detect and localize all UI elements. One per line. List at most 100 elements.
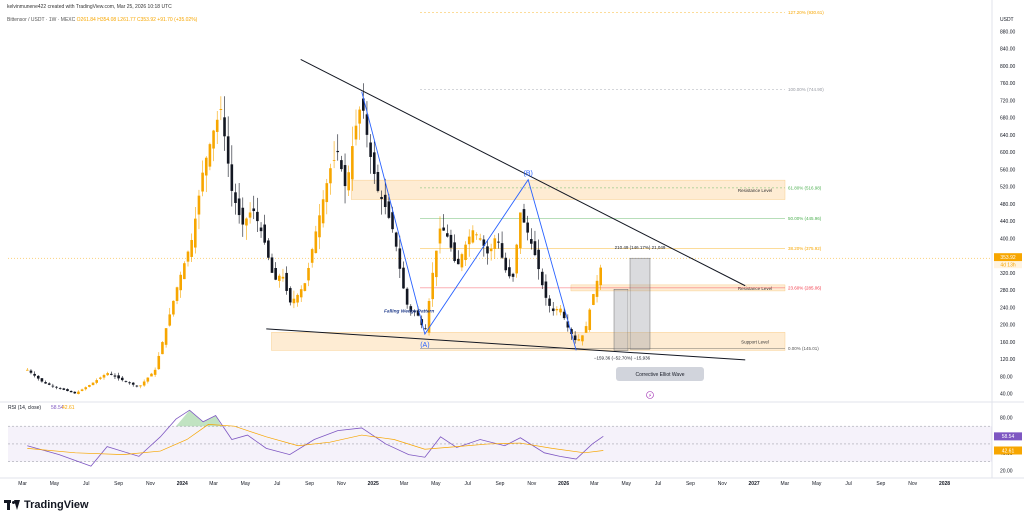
time-tick-label: Sep [305,481,314,487]
candle-body [106,373,109,376]
candle-body [99,377,102,379]
rsi-title: RSI (14, close) [8,405,41,411]
candle-body [540,271,544,286]
candle-body [120,377,124,381]
candle-body [544,281,548,298]
candle-body [288,288,292,303]
candle-body [102,375,106,378]
candle-body [581,335,584,342]
price-tick-label: 480.00 [1000,202,1016,208]
candle-body [504,257,508,271]
zone-label: Resistance Level [738,188,772,193]
fib-level-label: 0.00% (145.01) [788,346,819,351]
candle-body [186,251,190,262]
time-tick-label: 2026 [558,481,569,487]
candle-body [471,230,475,243]
candle-body [467,236,471,245]
wedge-trendline [300,58,746,287]
wave-a-label: (A) [420,342,429,349]
candle-body [551,308,555,312]
rsi-ma-line [27,424,604,455]
candle-body [212,130,215,149]
symbol-line: Bittensor / USDT · 1W · MEXC O261.84 H35… [7,17,197,23]
candle-body [307,267,310,281]
candle-body [511,273,515,277]
time-tick-label: Jul [845,481,851,487]
candle-body [343,165,347,187]
candle-body [369,142,372,157]
price-tick-label: 560.00 [1000,167,1016,173]
price-tick-label: 40.00 [1000,392,1013,398]
candle-body [117,375,120,379]
candle-body [190,239,193,257]
tradingview-footer[interactable]: TradingView [4,499,89,511]
rsi-ma-badge [994,446,1022,455]
time-tick-label: Nov [718,481,727,487]
ohlc-values: O261.84 H354.08 L261.77 C353.92 +91.70 (… [76,17,198,23]
candle-body [131,382,135,385]
candle-body [164,328,168,345]
candle-body [372,152,376,174]
candle-body [519,212,522,249]
candle-body [599,267,602,286]
candle-body [62,388,66,390]
candle-body [26,369,29,371]
candle-body [380,196,383,199]
candle-body [486,246,489,254]
fib-level-label: 127.20% (930.61) [788,10,824,15]
candle-body [179,274,182,291]
candle-body [354,125,358,140]
rsi-value-header: 58.54 [51,405,64,411]
candle-body [336,150,340,153]
candle-body [66,389,69,392]
candle-body [29,370,33,373]
sr-zone [271,332,786,351]
time-tick-label: Jul [464,481,470,487]
candle-body [84,387,88,390]
time-tick-label: Jul [655,481,661,487]
candle-body [362,98,365,111]
candle-body [562,311,566,319]
candle-body [44,382,47,384]
candle-body [522,209,526,223]
candle-body [347,172,350,191]
candle-body [548,298,551,306]
candle-body [146,377,150,382]
price-tick-label: 280.00 [1000,288,1016,294]
price-tick-label: 440.00 [1000,219,1016,225]
zone-label: Resistance Level [738,286,772,291]
candle-body [226,136,230,164]
candle-body [69,390,73,393]
price-tick-label: 400.00 [1000,236,1016,242]
time-tick-label: Mar [781,481,790,487]
price-tick-label: 240.00 [1000,305,1016,311]
candle-body [153,369,157,375]
candle-body [245,218,248,226]
candle-body [270,257,274,273]
time-tick-label: Nov [337,481,346,487]
time-tick-label: Mar [209,481,218,487]
candle-body [237,198,241,216]
candle-body [413,311,416,312]
time-tick-label: Nov [527,481,536,487]
candle-body [438,228,442,244]
candle-body [416,310,420,316]
candle-body [252,208,256,212]
symbol-title[interactable]: Bittensor / USDT · 1W · MEXC [7,17,76,23]
time-tick-label: May [50,481,60,487]
measure-box-up [629,257,651,350]
candle-body [80,389,84,391]
time-tick-label: Mar [18,481,27,487]
candle-body [321,199,325,224]
candle-body [91,382,95,386]
price-tick-label: 720.00 [1000,98,1016,104]
candle-body [263,224,266,243]
candle-body [318,215,321,238]
price-tick-label: 160.00 [1000,340,1016,346]
candle-body [33,373,36,376]
time-tick-label: Jul [83,481,89,487]
price-tick-label: 640.00 [1000,133,1016,139]
candle-body [219,109,223,110]
time-tick-label: Sep [876,481,885,487]
